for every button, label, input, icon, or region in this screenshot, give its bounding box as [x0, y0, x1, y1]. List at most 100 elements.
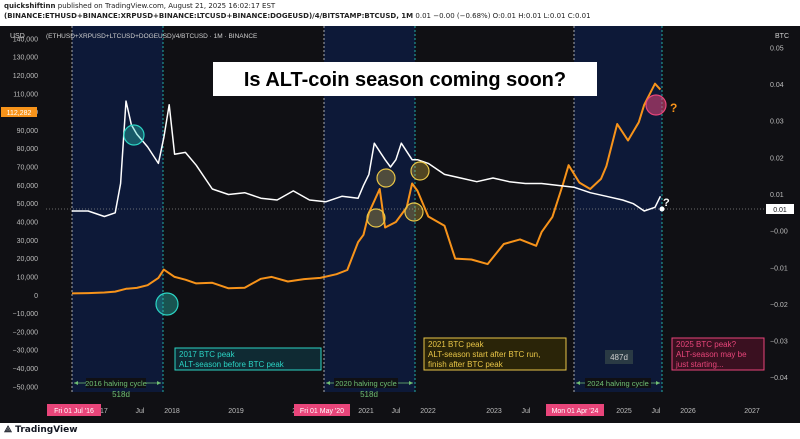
- alt-btc-ratio-line: [72, 100, 662, 218]
- title-box: [213, 62, 597, 96]
- publish-date: published on TradingView.com, August 21,…: [57, 2, 276, 10]
- right-axis: 0.05 0.04 0.03 0.02 0.01 −0.00 −0.01 −0.02 −0.03…: [770, 45, 788, 382]
- x-tick-label: Jul: [522, 408, 531, 415]
- left-tick-label: 10,000: [17, 274, 39, 281]
- circle-ratio-2021a: [376, 168, 396, 188]
- chart-area[interactable]: 140,000130,000120,000110,000100,00090,00…: [0, 26, 800, 423]
- right-tick-label: −0.02: [770, 302, 788, 309]
- x-tick-label: 2026: [680, 408, 696, 415]
- right-tick-label: 0.03: [770, 119, 784, 126]
- legend-line: (ETHUSD+XRPUSD+LTCUSD+DOGEUSD)/4/BTCUSD …: [46, 33, 258, 40]
- ohlc-values: 0.01 −0.00 (−0.68%) O:0.01 H:0.01 L:0.01…: [415, 12, 591, 20]
- right-tick-label: 0.04: [770, 82, 784, 89]
- right-tick-label: −0.00: [770, 229, 788, 236]
- left-tick-label: 70,000: [17, 165, 39, 172]
- ratio-tag: 0.01: [773, 207, 787, 214]
- left-tick-label: 120,000: [13, 73, 38, 80]
- circle-btc-2017: [155, 292, 179, 316]
- left-tick-label: 130,000: [13, 55, 38, 62]
- right-tick-label: −0.01: [770, 265, 788, 272]
- annotation-2017-line2: ALT-season before BTC peak: [179, 360, 285, 369]
- btc-price-tag: 112,282: [7, 110, 32, 117]
- chart-svg[interactable]: 140,000130,000120,000110,000100,00090,00…: [0, 26, 800, 423]
- left-tick-label: 0: [34, 293, 38, 300]
- right-tick-label: −0.04: [770, 375, 788, 382]
- left-tick-label: 90,000: [17, 128, 39, 135]
- x-tick-label: 2019: [228, 408, 244, 415]
- left-tick-label: 80,000: [17, 146, 39, 153]
- question-ratio: ?: [663, 197, 670, 209]
- left-tick-label: 30,000: [17, 238, 39, 245]
- cycle-2016-shade: [72, 26, 163, 392]
- tradingview-logo[interactable]: ⟁ TradingView: [4, 425, 78, 435]
- annotation-2025-line3: just starting...: [675, 360, 724, 369]
- left-axis: 140,000130,000120,000110,000100,00090,00…: [13, 36, 39, 391]
- annotation-2025-line1: 2025 BTC peak?: [676, 340, 737, 349]
- cycle-2024-label: 2024 halving cycle: [587, 379, 649, 388]
- x-tick-label: Jul: [392, 408, 401, 415]
- left-tick-label: 50,000: [17, 201, 39, 208]
- btc-price-line: [71, 82, 662, 295]
- x-tick-label: 2022: [420, 408, 436, 415]
- symbol-name: (BINANCE:ETHUSD+BINANCE:XRPUSD+BINANCE:L…: [4, 12, 414, 20]
- date-tag-2016-text: Fri 01 Jul '16: [54, 408, 94, 415]
- brand-name: TradingView: [15, 425, 78, 435]
- duration-487: 487d: [610, 353, 628, 362]
- annotation-2017: 2017 BTC peak ALT-season before BTC peak: [174, 347, 322, 371]
- circle-btc-2025: [645, 94, 667, 116]
- cycle-2024-arrow: 2024 halving cycle: [576, 378, 660, 388]
- date-tag-2016: Fri 01 Jul '16: [47, 404, 101, 416]
- footer: ⟁ TradingView: [0, 423, 800, 439]
- left-tick-label: 60,000: [17, 183, 39, 190]
- right-scale-label: BTC: [775, 33, 789, 40]
- symbol-info: (BINANCE:ETHUSD+BINANCE:XRPUSD+BINANCE:L…: [4, 12, 591, 20]
- cycle-2020-arrow: 2020 halving cycle 518d: [326, 378, 413, 399]
- date-tag-2020-text: Fri 01 May '20: [300, 408, 344, 415]
- publish-info: quickshiftinn published on TradingView.c…: [4, 2, 275, 10]
- chart-title: Is ALT-coin season coming soon?: [244, 69, 566, 91]
- right-tick-label: 0.02: [770, 155, 784, 162]
- x-tick-label: 2025: [616, 408, 632, 415]
- x-tick-label: 2018: [164, 408, 180, 415]
- date-tag-2020: Fri 01 May '20: [294, 404, 350, 416]
- right-tick-label: 0.05: [770, 45, 784, 52]
- left-tick-label: 110,000: [13, 91, 38, 98]
- right-tick-label: 0.01: [770, 192, 784, 199]
- duration-518-a: 518d: [112, 390, 130, 399]
- annotation-2021: 2021 BTC peak ALT-season start after BTC…: [423, 337, 567, 371]
- annotation-2021-line1: 2021 BTC peak: [428, 340, 485, 349]
- annotation-2021-line3: finish after BTC peak: [428, 360, 504, 369]
- cycle-2020-label: 2020 halving cycle: [335, 379, 397, 388]
- duration-487-bg: [605, 350, 633, 364]
- author-name[interactable]: quickshiftinn: [4, 2, 56, 10]
- left-tick-label: 140,000: [13, 36, 38, 43]
- x-tick-label: 2023: [486, 408, 502, 415]
- x-tick-label: 2021: [358, 408, 374, 415]
- x-axis: 2017Jul2018201920202021Jul20222023Jul202…: [92, 408, 760, 415]
- ratio-current-dot: [659, 206, 665, 212]
- publish-header: quickshiftinn published on TradingView.c…: [0, 0, 800, 26]
- left-tick-label: −10,000: [13, 311, 39, 318]
- btc-price-tag-bg: [1, 107, 37, 117]
- annotation-2025: 2025 BTC peak? ALT-season may be just st…: [671, 337, 765, 371]
- left-scale-label: USD: [10, 33, 25, 40]
- annotation-2025-line2: ALT-season may be: [676, 350, 747, 359]
- duration-518-b: 518d: [360, 390, 378, 399]
- question-btc: ?: [670, 101, 677, 115]
- date-tag-2024-text: Mon 01 Apr '24: [552, 408, 599, 415]
- x-tick-label: 2027: [744, 408, 760, 415]
- left-tick-label: 20,000: [17, 256, 39, 263]
- circle-btc-2021a: [366, 208, 386, 228]
- cycle-2016-arrow: 2016 halving cycle 518d: [74, 378, 161, 399]
- right-tick-label: −0.03: [770, 339, 788, 346]
- x-tick-label: Jul: [652, 408, 661, 415]
- circle-btc-2021b: [404, 202, 424, 222]
- left-tick-label: −30,000: [13, 348, 39, 355]
- circle-ratio-2021b: [410, 161, 430, 181]
- ratio-tag-bg: [766, 204, 794, 214]
- left-tick-label: 40,000: [17, 219, 39, 226]
- circle-ratio-2017: [123, 124, 145, 146]
- left-tick-label: −40,000: [13, 366, 39, 373]
- annotation-2021-line2: ALT-season start after BTC run,: [428, 350, 540, 359]
- left-tick-label: −20,000: [13, 329, 39, 336]
